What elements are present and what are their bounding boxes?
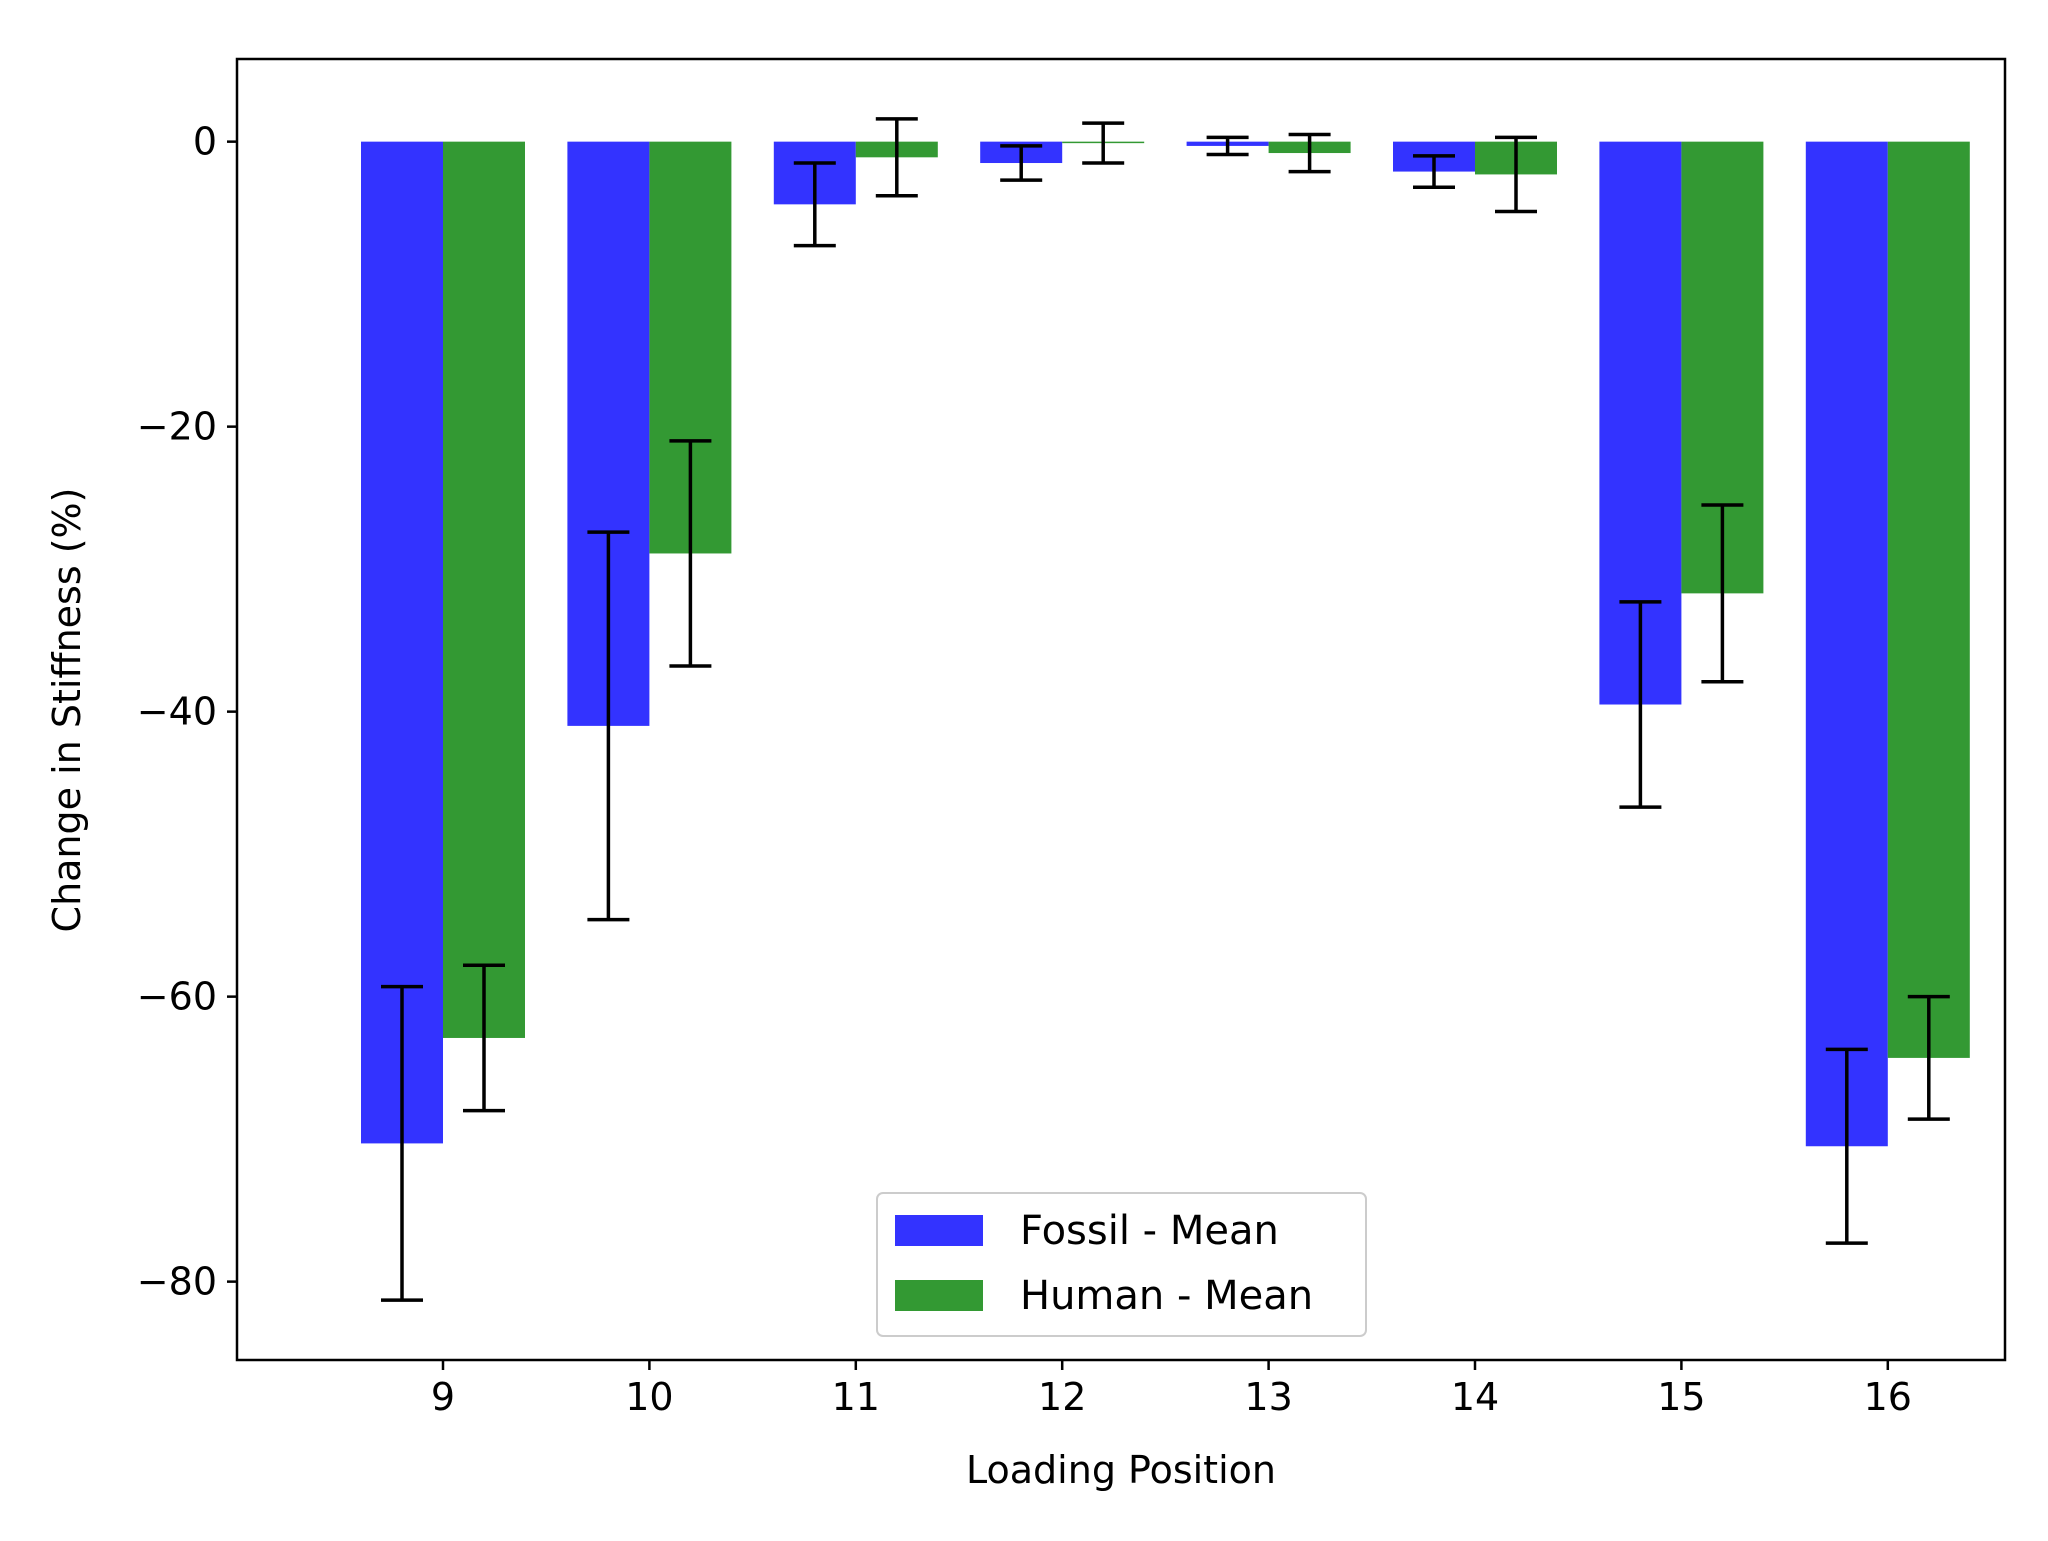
y-tick-label-0: 0	[193, 120, 217, 164]
error-bar-human-15	[1701, 503, 1744, 684]
x-tick-label-16: 16	[1864, 1375, 1912, 1419]
error-bar-fossil-16	[1825, 1047, 1868, 1245]
x-tick-label-9: 9	[431, 1375, 455, 1419]
y-tick-label--40: −40	[137, 690, 217, 734]
error-bar-human-12	[1082, 121, 1125, 165]
legend-frame	[876, 1192, 1367, 1337]
error-bar-fossil-10	[587, 530, 630, 922]
error-bar-human-13	[1288, 132, 1331, 174]
legend-swatch-fossil	[895, 1215, 983, 1246]
error-bar-fossil-14	[1413, 154, 1455, 189]
error-bar-fossil-11	[793, 161, 836, 248]
error-bar-fossil-12	[1000, 144, 1043, 182]
error-bar-fossil-15	[1619, 600, 1662, 809]
legend: Fossil - Mean Human - Mean	[876, 1192, 1367, 1337]
bar-fossil-16	[1805, 141, 1888, 1147]
error-bar-human-11	[875, 117, 918, 198]
bar-fossil-9	[361, 141, 443, 1144]
x-tick-label-15: 15	[1657, 1375, 1705, 1419]
legend-label-fossil: Fossil - Mean	[1020, 1208, 1279, 1254]
error-bar-human-16	[1907, 994, 1950, 1121]
x-tick-label-13: 13	[1244, 1375, 1292, 1419]
y-tick-label--80: −80	[137, 1260, 217, 1304]
error-bar-human-10	[669, 439, 712, 668]
x-tick-label-11: 11	[832, 1375, 880, 1419]
plot-frame	[235, 57, 2007, 1362]
y-tick-label--60: −60	[137, 975, 217, 1019]
x-axis-label: Loading Position	[966, 1448, 1276, 1492]
error-bar-human-14	[1495, 135, 1537, 214]
legend-swatch-human	[895, 1280, 983, 1311]
x-tick-label-10: 10	[625, 1375, 673, 1419]
x-tick-label-14: 14	[1451, 1375, 1499, 1419]
legend-label-human: Human - Mean	[1020, 1273, 1313, 1319]
y-axis-label: Change in Stiffness (%)	[45, 488, 89, 933]
bar-human-16	[1887, 141, 1970, 1058]
error-bar-human-9	[463, 963, 505, 1113]
y-tick-label--20: −20	[137, 405, 217, 449]
x-tick-label-12: 12	[1038, 1375, 1086, 1419]
bar-human-9	[443, 141, 525, 1038]
error-bar-fossil-13	[1206, 135, 1249, 157]
error-bar-fossil-9	[381, 984, 423, 1302]
